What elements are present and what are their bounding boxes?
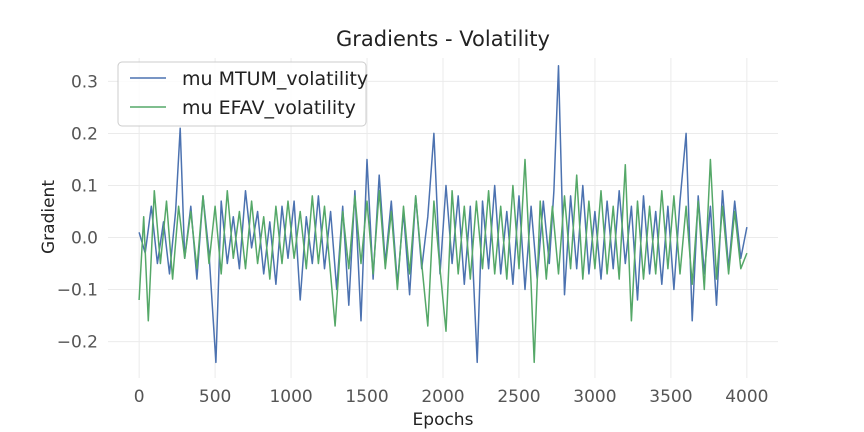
legend: mu MTUM_volatility mu EFAV_volatility: [117, 61, 368, 127]
y-tick-labels: −0.2 −0.1 0.0 0.1 0.2 0.3: [57, 72, 98, 352]
x-tick-label: 3000: [573, 387, 616, 407]
y-tick-label: 0.2: [71, 124, 98, 144]
series-lines: [138, 65, 748, 364]
chart-title: Gradients - Volatility: [336, 27, 550, 51]
x-tick-label: 500: [199, 387, 231, 407]
series-line-mtum: [138, 65, 748, 364]
legend-label-efav: mu EFAV_volatility: [182, 97, 356, 119]
y-tick-label: 0.3: [71, 72, 98, 92]
x-tick-label: 2500: [497, 387, 540, 407]
legend-box: [117, 61, 367, 127]
x-tick-label: 2000: [421, 387, 464, 407]
x-tick-label: 0: [134, 387, 145, 407]
x-tick-labels: 0 500 1000 1500 2000 2500 3000 3500 4000: [134, 387, 769, 407]
x-axis-label: Epochs: [413, 410, 474, 430]
legend-label-mtum: mu MTUM_volatility: [182, 68, 368, 90]
x-tick-label: 1000: [269, 387, 312, 407]
y-tick-label: 0.0: [71, 229, 98, 249]
x-tick-label: 3500: [649, 387, 692, 407]
y-axis-label: Gradient: [39, 180, 59, 254]
y-tick-label: 0.1: [71, 176, 98, 196]
x-tick-label: 4000: [725, 387, 768, 407]
x-tick-label: 1500: [345, 387, 388, 407]
y-tick-label: −0.2: [57, 333, 98, 353]
series-line-efav: [138, 158, 748, 364]
y-tick-label: −0.1: [57, 281, 98, 301]
